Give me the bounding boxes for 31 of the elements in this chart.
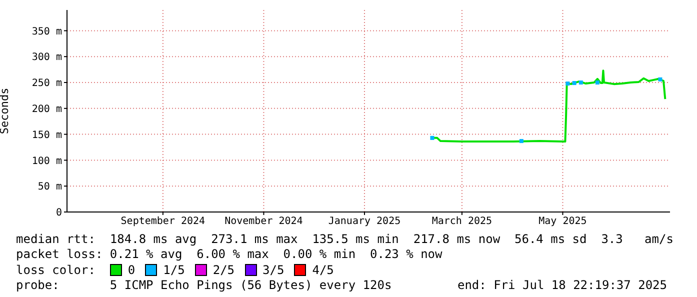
- point: [566, 82, 570, 86]
- legend-label: 0: [128, 262, 136, 278]
- point: [519, 139, 524, 144]
- x-tick-label: January 2025: [328, 216, 401, 228]
- x-tick-label: November 2024: [224, 216, 303, 228]
- legend-label: 2/5: [212, 262, 235, 278]
- legend-label: 4/5: [312, 262, 334, 278]
- text: median rtt: 184.8 ms avg 273.1 ms max 135.5 ms min 217.8 ms now 56.4 ms sd 3.3 am/s: [16, 232, 674, 247]
- y-tick-label: 350 m: [32, 26, 62, 38]
- y-tick-label: 200 m: [32, 104, 62, 115]
- point: [595, 80, 600, 85]
- y-tick-label: 250 m: [32, 78, 62, 90]
- x-tick-label: September 2024: [120, 216, 206, 228]
- text: end: Fri Jul 18 22:19:37 2025: [457, 278, 667, 293]
- point: [572, 81, 576, 86]
- legend-label: 1/5: [163, 262, 185, 278]
- y-tick-label: 300 m: [32, 52, 62, 64]
- text: packet loss: 0.21 % avg 6.00 % max 0.00 % min 0.23 % now: [16, 247, 444, 262]
- y-tick-label: 100 m: [32, 156, 62, 167]
- point: [430, 136, 434, 140]
- legend-title: loss color:: [16, 262, 96, 278]
- y-axis-title: Seconds: [0, 88, 11, 134]
- text: probe: 5 ICMP Echo Pings (56 Bytes) every 120s: [16, 278, 392, 293]
- y-tick-label: 50 m: [38, 182, 62, 193]
- point: [578, 80, 583, 85]
- y-tick-label: 150 m: [32, 130, 62, 141]
- y-tick-label: 0: [56, 208, 62, 219]
- x-tick-label: March 2025: [432, 216, 492, 228]
- point: [658, 77, 662, 82]
- legend-label: 3/5: [262, 262, 284, 278]
- x-tick-label: May 2025: [538, 216, 587, 228]
